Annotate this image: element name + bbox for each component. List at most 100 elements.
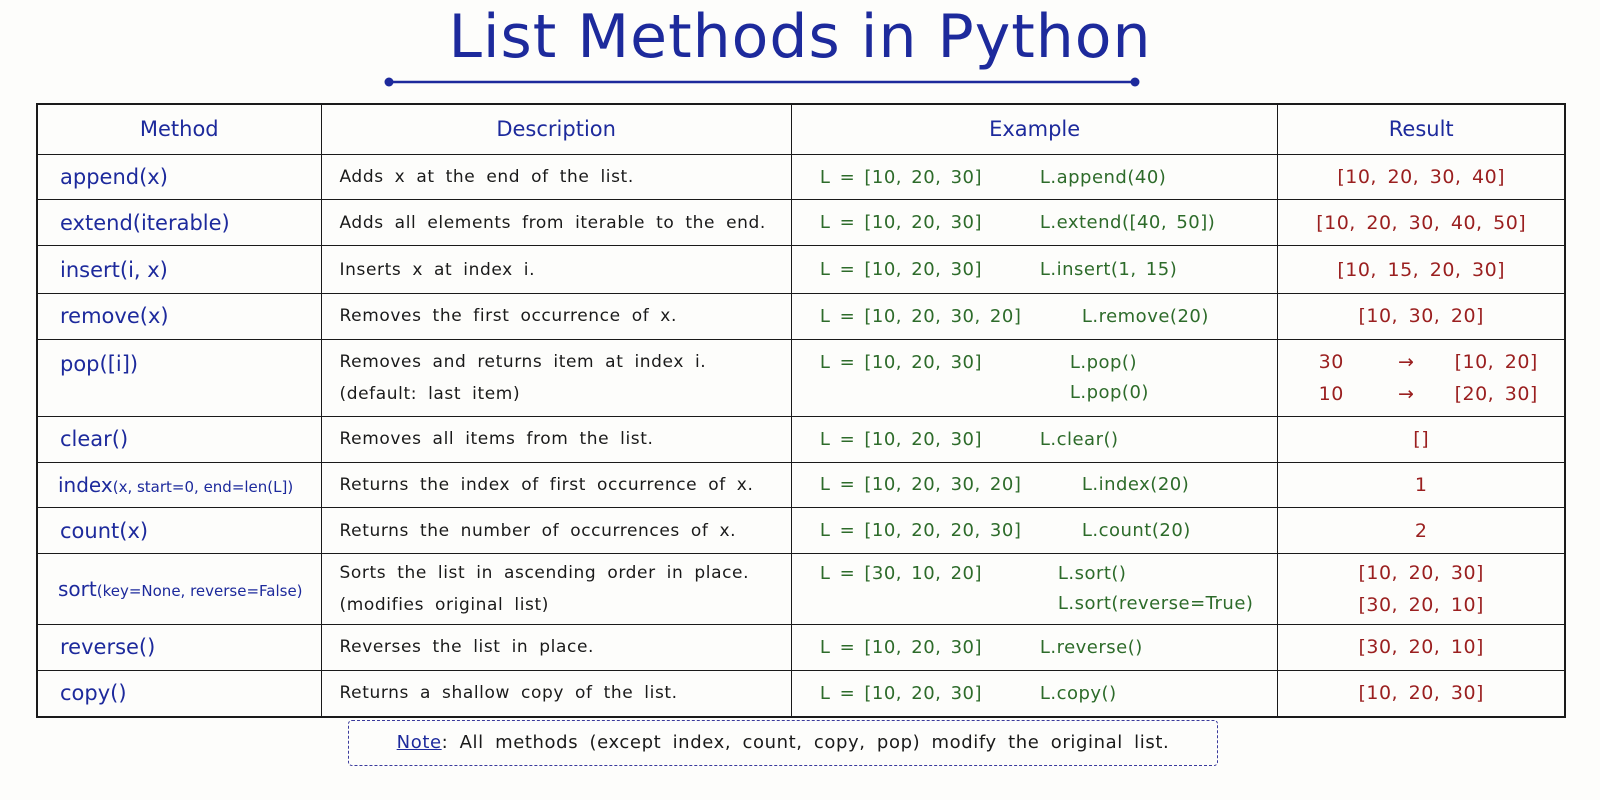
result-cell: 2 [1277, 507, 1564, 554]
result-cell: 30 → [10, 20] 10 → [20, 30] [1277, 338, 1564, 417]
method-cell: extend(iterable) [38, 199, 322, 247]
example-list: L = [10, 20, 20, 30] [819, 520, 1022, 542]
method-cell: count(x) [38, 507, 322, 554]
example-cell: L = [10, 20, 30] L.copy() [790, 669, 1279, 716]
result-cell: [10, 20, 30, 40, 50] [1277, 199, 1564, 247]
note-box: Note: All methods (except index, count, … [348, 720, 1218, 766]
arrow-icon: → [1397, 382, 1415, 405]
description-cell: Removes and returns item at index i. (de… [320, 338, 792, 417]
method-cell: reverse() [38, 624, 322, 671]
example-call: L.remove(20) [1081, 305, 1209, 327]
arrow-icon: → [1397, 350, 1415, 373]
method-name: index [58, 472, 113, 497]
page-title: List Methods in Python [448, 2, 1152, 72]
header-description: Description [320, 105, 792, 155]
table-row: append(x) Adds x at the end of the list.… [38, 153, 1564, 201]
header-example: Example [790, 105, 1279, 155]
description-cell: Returns a shallow copy of the list. [320, 669, 792, 716]
method-name: sort [58, 576, 97, 601]
example-call: L.sort() [1057, 562, 1127, 584]
example-list: L = [10, 20, 30] [819, 636, 983, 658]
description-cell: Adds x at the end of the list. [320, 153, 792, 201]
example-call: L.copy() [1039, 682, 1117, 704]
example-cell: L = [30, 10, 20] L.sort() L.sort(reverse… [790, 552, 1279, 626]
example-list: L = [10, 20, 30] [819, 166, 983, 188]
example-list: L = [10, 20, 30] [819, 259, 983, 281]
header-row: Method Description Example Result [38, 105, 1564, 155]
example-list: L = [10, 20, 30] [819, 212, 983, 234]
example-call: L.count(20) [1081, 520, 1191, 542]
note-label: Note [396, 732, 442, 753]
method-cell: sort(key=None, reverse=False) [38, 552, 322, 626]
result-cell: [] [1277, 415, 1564, 463]
description-line: Sorts the list in ascending order in pla… [339, 562, 750, 583]
description-cell: Reverses the list in place. [320, 624, 792, 671]
example-call: L.reverse() [1039, 636, 1143, 658]
table-row: remove(x) Removes the first occurrence o… [38, 292, 1564, 340]
description-cell: Returns the number of occurrences of x. [320, 507, 792, 554]
example-call: L.index(20) [1081, 474, 1190, 496]
result-cell: [10, 20, 30] [1277, 669, 1564, 716]
description-cell: Adds all elements from iterable to the e… [320, 199, 792, 247]
result-cell: [10, 30, 20] [1277, 292, 1564, 340]
result-line: [10, 20, 30] [1358, 561, 1484, 584]
example-list: L = [10, 20, 30, 20] [819, 474, 1022, 496]
table-row: copy() Returns a shallow copy of the lis… [38, 669, 1564, 716]
result-list: [10, 20] [1454, 350, 1538, 373]
description-cell: Sorts the list in ascending order in pla… [320, 552, 792, 626]
table-row: insert(i, x) Inserts x at index i. L = [… [38, 245, 1564, 294]
example-call: L.clear() [1039, 428, 1119, 450]
example-call-2: L.pop(0) [1069, 381, 1149, 403]
method-cell: remove(x) [38, 292, 322, 340]
method-cell: append(x) [38, 153, 322, 201]
example-list: L = [10, 20, 30] [819, 682, 983, 704]
result-cell: 1 [1277, 461, 1564, 509]
method-cell: index(x, start=0, end=len(L]) [38, 461, 322, 509]
result-value-2: 10 [1318, 382, 1344, 405]
example-call: L.insert(1, 15) [1039, 259, 1178, 281]
result-line-2: [30, 20, 10] [1358, 593, 1484, 616]
example-cell: L = [10, 20, 30] L.insert(1, 15) [790, 245, 1279, 294]
example-call-2: L.sort(reverse=True) [1057, 592, 1254, 614]
description-line-2: (modifies original list) [339, 594, 549, 615]
result-cell: [30, 20, 10] [1277, 624, 1564, 671]
description-cell: Removes the first occurrence of x. [320, 292, 792, 340]
table-row: index(x, start=0, end=len(L]) Returns th… [38, 461, 1564, 509]
result-value: 30 [1318, 350, 1344, 373]
method-cell: insert(i, x) [38, 245, 322, 294]
description-cell: Inserts x at index i. [320, 245, 792, 294]
example-cell: L = [10, 20, 30] L.pop() L.pop(0) [790, 338, 1279, 417]
example-cell: L = [10, 20, 30] L.append(40) [790, 153, 1279, 201]
example-cell: L = [10, 20, 30] L.extend([40, 50]) [790, 199, 1279, 247]
description-cell: Removes all items from the list. [320, 415, 792, 463]
example-cell: L = [10, 20, 30, 20] L.index(20) [790, 461, 1279, 509]
title-area: List Methods in Python [0, 0, 1600, 95]
table-row: count(x) Returns the number of occurrenc… [38, 507, 1564, 554]
table-row: sort(key=None, reverse=False) Sorts the … [38, 552, 1564, 626]
example-list: L = [10, 20, 30, 20] [819, 305, 1022, 327]
result-cell: [10, 15, 20, 30] [1277, 245, 1564, 294]
result-cell: [10, 20, 30, 40] [1277, 153, 1564, 201]
method-args: (key=None, reverse=False) [96, 581, 303, 600]
example-call: L.extend([40, 50]) [1039, 212, 1216, 234]
example-call: L.pop() [1069, 351, 1137, 373]
table-row: clear() Removes all items from the list.… [38, 415, 1564, 463]
result-cell: [10, 20, 30] [30, 20, 10] [1277, 552, 1564, 626]
title-underline [384, 77, 1140, 87]
table-row: reverse() Reverses the list in place. L … [38, 624, 1564, 671]
example-list: L = [10, 20, 30] [819, 428, 983, 450]
header-result: Result [1277, 105, 1564, 155]
header-method: Method [38, 105, 322, 155]
example-list: L = [10, 20, 30] [819, 351, 983, 373]
method-cell: pop([i]) [38, 338, 322, 417]
table-row: extend(iterable) Adds all elements from … [38, 199, 1564, 247]
methods-table: Method Description Example Result append… [36, 103, 1566, 718]
example-cell: L = [10, 20, 20, 30] L.count(20) [790, 507, 1279, 554]
note-text: : All methods (except index, count, copy… [441, 732, 1170, 753]
table-row: pop([i]) Removes and returns item at ind… [38, 338, 1564, 417]
description-line-2: (default: last item) [339, 383, 521, 404]
example-call: L.append(40) [1039, 166, 1167, 188]
example-cell: L = [10, 20, 30, 20] L.remove(20) [790, 292, 1279, 340]
method-cell: clear() [38, 415, 322, 463]
description-cell: Returns the index of first occurrence of… [320, 461, 792, 509]
